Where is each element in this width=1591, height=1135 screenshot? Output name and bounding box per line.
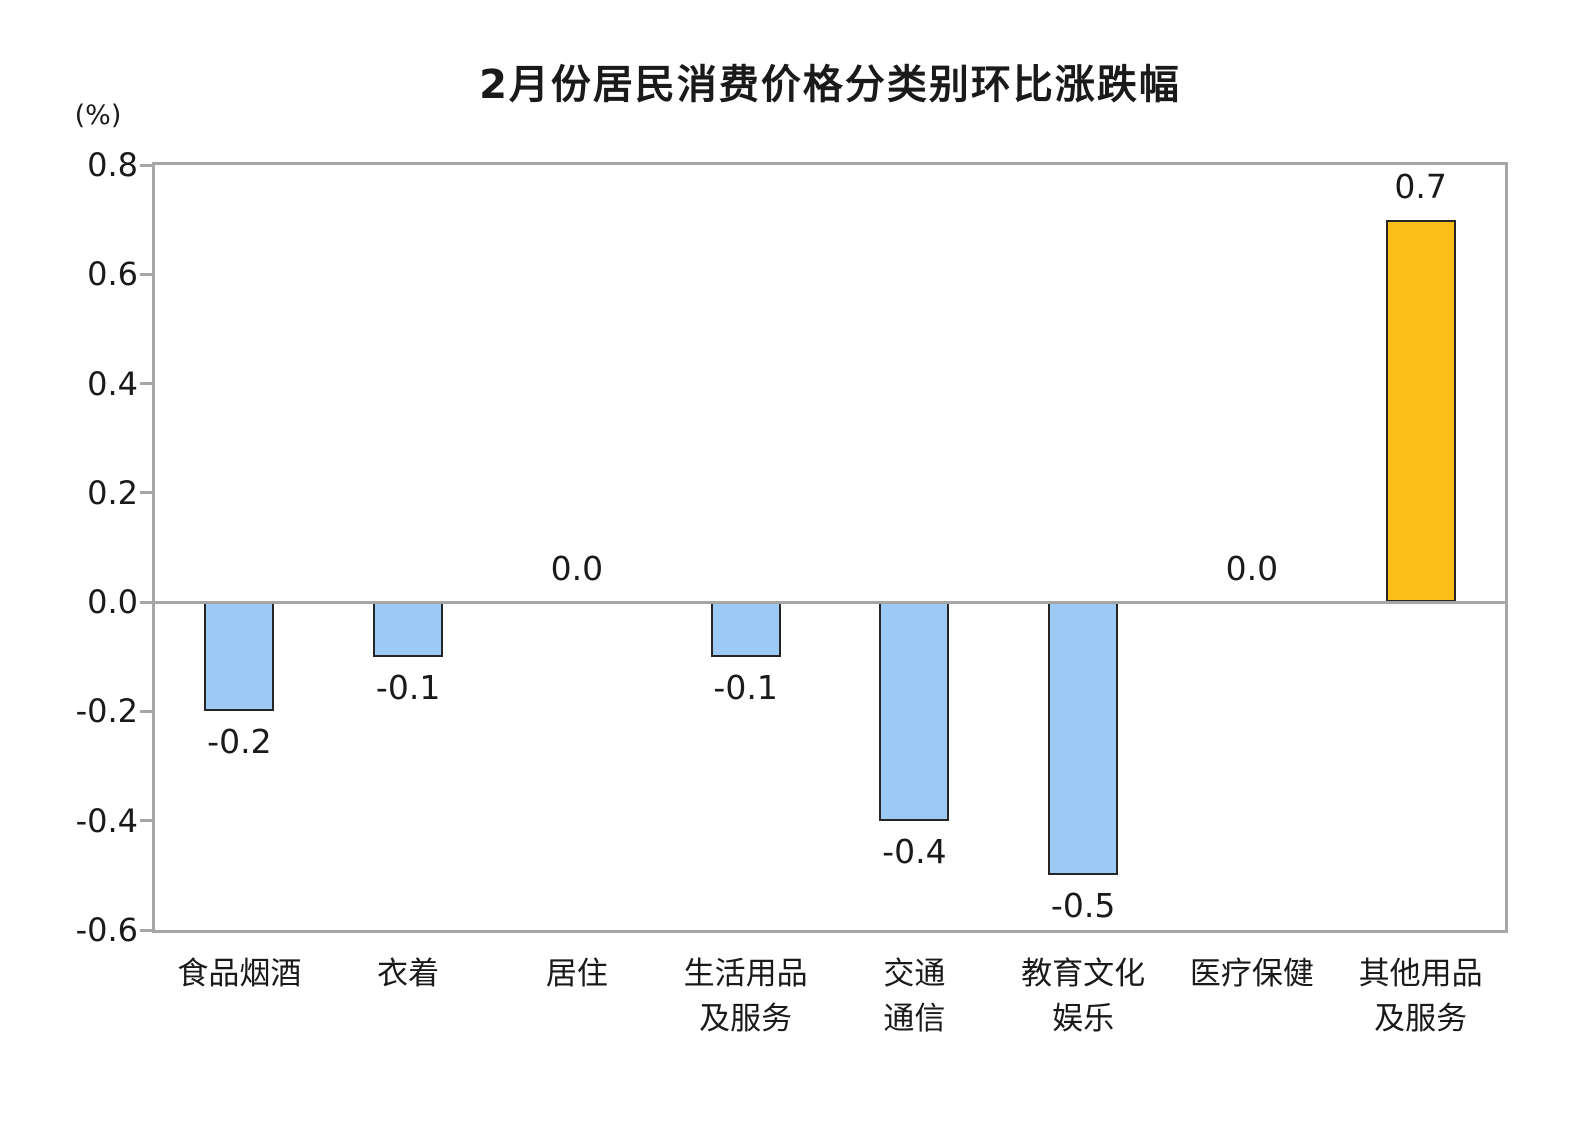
y-axis-tick-label: 0.6 <box>87 255 138 294</box>
x-axis-category-label: 生活用品 及服务 <box>683 956 808 1037</box>
y-axis-tick-label: 0.0 <box>87 583 138 622</box>
x-axis-category-label: 衣着 <box>377 956 440 992</box>
y-axis-tick-mark <box>140 382 155 386</box>
zero-line <box>155 600 1505 604</box>
y-axis-tick-label: 0.4 <box>87 364 138 403</box>
x-axis-category-label: 交通 通信 <box>883 956 946 1037</box>
chart-title: 2月份居民消费价格分类别环比涨跌幅 <box>479 62 1181 108</box>
y-axis-tick-label: 0.8 <box>87 146 138 184</box>
y-axis-tick-mark <box>140 928 155 932</box>
bar-value-label: 0.0 <box>550 549 604 589</box>
y-axis-tick-mark <box>140 819 155 823</box>
y-axis-tick-mark <box>140 600 155 604</box>
bar-negative <box>710 602 781 657</box>
y-axis-tick-label: -0.6 <box>75 911 138 949</box>
x-axis-category-label: 居住 <box>545 956 608 992</box>
x-axis-category-label: 医疗保健 <box>1189 956 1314 992</box>
plot-area-border <box>152 162 1508 933</box>
y-axis-tick-label: -0.2 <box>75 692 138 731</box>
bar-value-label: -0.4 <box>882 831 947 871</box>
bar-negative <box>879 602 950 821</box>
bar-negative <box>373 602 444 657</box>
y-axis-tick-mark <box>140 272 155 276</box>
bar-value-label: -0.1 <box>713 667 778 707</box>
bar-value-label: -0.2 <box>207 722 272 762</box>
x-axis-category-label: 食品烟酒 <box>177 956 302 992</box>
x-axis-category-label: 其他用品 及服务 <box>1358 956 1483 1037</box>
y-axis-unit-label: (%) <box>74 100 122 131</box>
x-axis-category-label: 教育文化 娱乐 <box>1021 956 1146 1037</box>
y-axis-tick-mark <box>140 709 155 713</box>
bar-value-label: 0.7 <box>1394 166 1447 206</box>
bar-value-label: 0.0 <box>1225 549 1279 589</box>
y-axis-tick-label: 0.2 <box>87 473 138 512</box>
bar-value-label: -0.1 <box>375 667 441 707</box>
bar-negative <box>1048 602 1119 876</box>
y-axis-tick-mark <box>140 163 155 167</box>
y-axis-tick-mark <box>140 491 155 495</box>
y-axis-tick-label: -0.4 <box>75 801 138 840</box>
bar-positive <box>1385 219 1456 603</box>
bar-value-label: -0.5 <box>1050 886 1116 926</box>
bar-negative <box>204 602 275 712</box>
